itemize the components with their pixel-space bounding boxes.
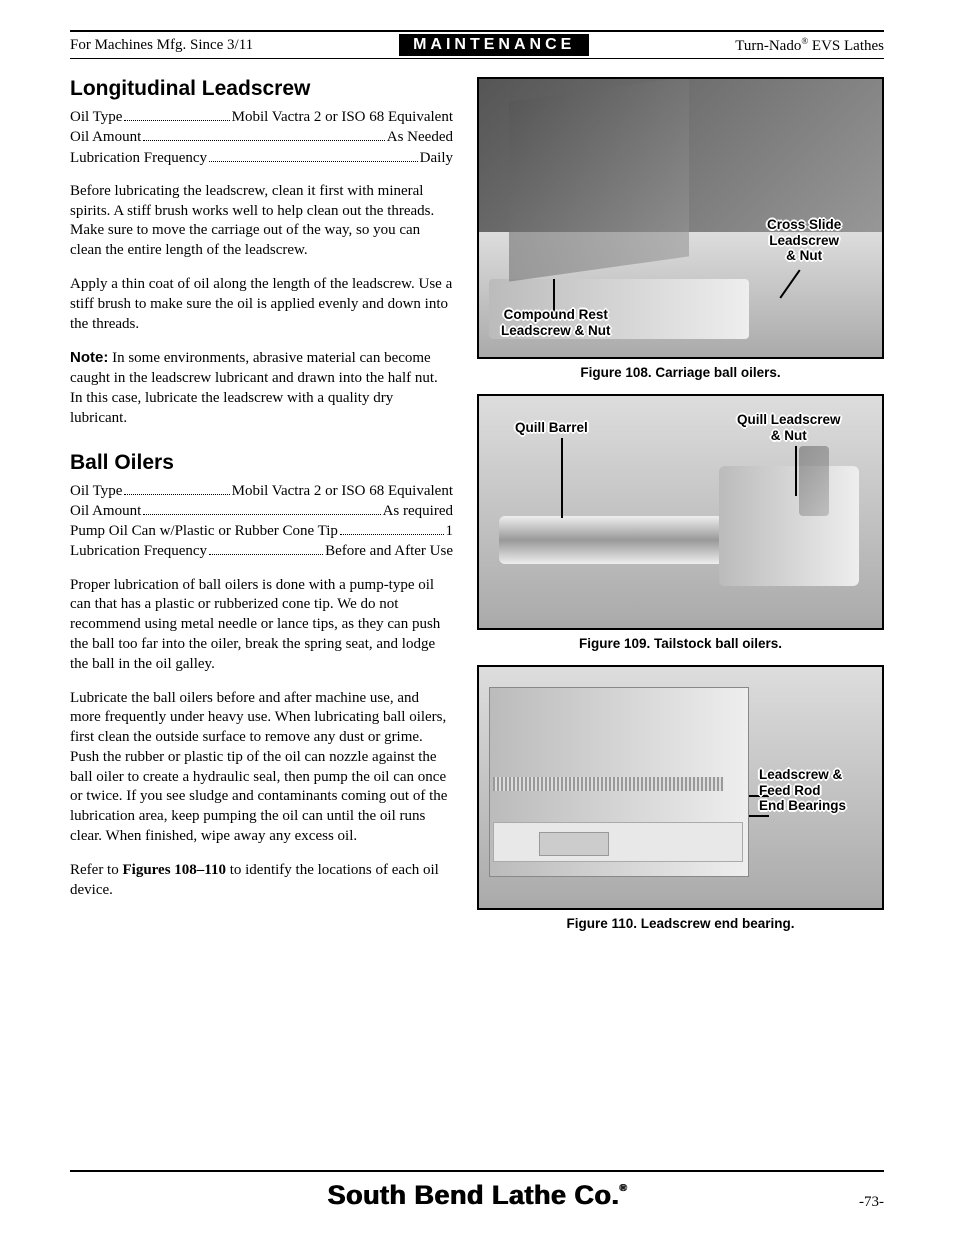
spec-dots <box>124 494 229 495</box>
spec-dots <box>124 120 229 121</box>
spec-label: Pump Oil Can w/Plastic or Rubber Cone Ti… <box>70 521 338 541</box>
spec-value: Mobil Vactra 2 or ISO 68 Equivalent <box>232 481 453 501</box>
section2-p3: Refer to Figures 108–110 to identify the… <box>70 861 453 901</box>
right-column: Cross Slide Leadscrew & Nut Compound Res… <box>477 77 884 945</box>
callout-cross-slide: Cross Slide Leadscrew & Nut <box>767 217 841 264</box>
spec-dots <box>209 554 323 555</box>
callout-quill-leadscrew: Quill Leadscrew & Nut <box>737 412 841 443</box>
left-column: Longitudinal Leadscrew Oil Type Mobil Vac… <box>70 77 453 945</box>
spec-dots <box>209 161 418 162</box>
section1-p2: Apply a thin coat of oil along the lengt… <box>70 275 453 334</box>
figure-108-caption: Figure 108. Carriage ball oilers. <box>477 365 884 380</box>
spec-value: Daily <box>420 148 453 168</box>
page-header: For Machines Mfg. Since 3/11 MAINTENANCE… <box>70 30 884 59</box>
section1-title: Longitudinal Leadscrew <box>70 77 453 101</box>
spec-value: Before and After Use <box>325 541 453 561</box>
spec-dots <box>340 534 444 535</box>
spec-row: Oil Amount As required <box>70 501 453 521</box>
spec-value: As Needed <box>387 127 453 147</box>
section2-specs: Oil Type Mobil Vactra 2 or ISO 68 Equival… <box>70 481 453 562</box>
spec-row: Oil Type Mobil Vactra 2 or ISO 68 Equival… <box>70 481 453 501</box>
figure-108: Cross Slide Leadscrew & Nut Compound Res… <box>477 77 884 359</box>
footer-brand-text: South Bend Lathe Co. <box>327 1180 619 1210</box>
p3-bold: Figures 108–110 <box>122 862 225 878</box>
figure-110: Leadscrew & Feed Rod End Bearings <box>477 665 884 910</box>
figure-109-caption: Figure 109. Tailstock ball oilers. <box>477 636 884 651</box>
header-left: For Machines Mfg. Since 3/11 <box>70 37 253 54</box>
callout-quill-barrel: Quill Barrel <box>515 420 588 436</box>
spec-label: Lubrication Frequency <box>70 541 207 561</box>
section1-specs: Oil Type Mobil Vactra 2 or ISO 68 Equival… <box>70 107 453 168</box>
spec-value: 1 <box>446 521 454 541</box>
spec-label: Oil Type <box>70 107 122 127</box>
footer-rule <box>70 1170 884 1172</box>
spec-value: Mobil Vactra 2 or ISO 68 Equivalent <box>232 107 453 127</box>
p3-pre: Refer to <box>70 862 122 878</box>
callout-compound-rest: Compound Rest Leadscrew & Nut <box>501 307 611 338</box>
page-footer: South Bend Lathe Co.® -73- <box>0 1180 954 1211</box>
page-number: -73- <box>859 1194 884 1211</box>
header-right-suffix: EVS Lathes <box>808 38 884 54</box>
figure-110-caption: Figure 110. Leadscrew end bearing. <box>477 916 884 931</box>
spec-row: Lubrication Frequency Daily <box>70 148 453 168</box>
figure-109: Quill Barrel Quill Leadscrew & Nut <box>477 394 884 630</box>
spec-label: Lubrication Frequency <box>70 148 207 168</box>
section2-p2: Lubricate the ball oilers before and aft… <box>70 689 453 847</box>
spec-label: Oil Type <box>70 481 122 501</box>
note-body: In some environments, abrasive material … <box>70 350 438 425</box>
spec-row: Oil Amount As Needed <box>70 127 453 147</box>
spec-row: Lubrication Frequency Before and After Us… <box>70 541 453 561</box>
spec-row: Oil Type Mobil Vactra 2 or ISO 68 Equival… <box>70 107 453 127</box>
footer-brand: South Bend Lathe Co.® <box>327 1180 627 1211</box>
spec-row: Pump Oil Can w/Plastic or Rubber Cone Ti… <box>70 521 453 541</box>
spec-label: Oil Amount <box>70 127 141 147</box>
registered-icon: ® <box>619 1183 627 1194</box>
section1-p1: Before lubricating the leadscrew, clean … <box>70 182 453 261</box>
header-center: MAINTENANCE <box>399 34 589 56</box>
spec-label: Oil Amount <box>70 501 141 521</box>
spec-dots <box>143 514 380 515</box>
header-right-brand: Turn-Nado <box>735 38 801 54</box>
section2-title: Ball Oilers <box>70 451 453 475</box>
callout-leadscrew-bearings: Leadscrew & Feed Rod End Bearings <box>759 767 846 814</box>
spec-value: As required <box>383 501 453 521</box>
header-right: Turn-Nado® EVS Lathes <box>735 36 884 55</box>
section2-p1: Proper lubrication of ball oilers is don… <box>70 576 453 675</box>
section1-note: Note: In some environments, abrasive mat… <box>70 348 453 428</box>
note-label: Note: <box>70 349 108 366</box>
spec-dots <box>143 140 385 141</box>
